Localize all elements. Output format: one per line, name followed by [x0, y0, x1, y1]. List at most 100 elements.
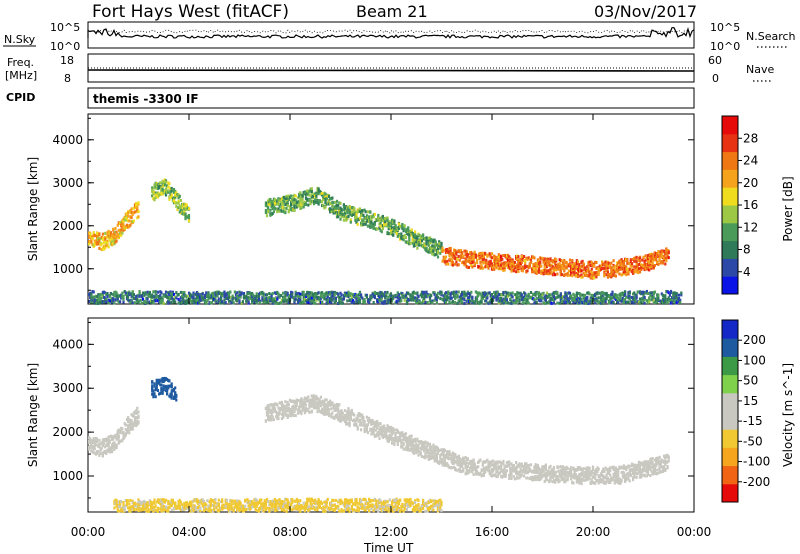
data-cell	[319, 291, 322, 295]
data-cell	[416, 246, 419, 250]
data-cell	[96, 232, 99, 235]
data-cell	[370, 427, 373, 431]
data-cell	[393, 219, 396, 223]
data-cell	[132, 421, 135, 425]
data-cell	[535, 300, 538, 304]
data-cell	[314, 198, 317, 202]
data-cell	[182, 291, 185, 294]
data-cell	[362, 417, 365, 421]
data-cell	[303, 297, 306, 301]
data-cell	[463, 263, 466, 267]
data-cell	[346, 294, 349, 298]
scatter-band-2	[264, 394, 670, 486]
data-cell	[610, 275, 613, 279]
data-cell	[96, 295, 99, 299]
data-cell	[596, 299, 599, 303]
data-cell	[641, 292, 644, 295]
data-cell	[648, 253, 651, 257]
data-cell	[521, 301, 524, 305]
data-cell	[151, 384, 154, 388]
data-cell	[503, 268, 506, 272]
data-cell	[323, 404, 326, 408]
data-cell	[90, 240, 93, 244]
data-cell	[633, 301, 636, 305]
data-cell	[385, 292, 388, 296]
data-cell	[167, 296, 170, 300]
data-cell	[360, 293, 363, 297]
data-cell	[425, 236, 428, 240]
data-cell	[175, 296, 178, 300]
data-cell	[324, 194, 327, 198]
data-cell	[331, 401, 334, 405]
data-cell	[459, 249, 463, 252]
data-cell	[341, 297, 344, 301]
data-cell	[174, 386, 177, 390]
data-cell	[663, 249, 666, 253]
data-cell	[89, 232, 92, 236]
data-cell	[224, 301, 227, 305]
data-cell	[184, 214, 187, 218]
data-cell	[641, 297, 644, 301]
data-cell	[104, 231, 107, 235]
data-cell	[438, 242, 441, 246]
data-cell	[132, 423, 135, 427]
data-cell	[133, 416, 137, 420]
data-cell	[112, 227, 115, 231]
data-cell	[572, 266, 575, 270]
scatter-band-2	[264, 186, 443, 259]
data-cell	[516, 299, 519, 303]
data-cell	[295, 200, 298, 204]
data-cell	[197, 293, 200, 296]
data-cell	[269, 418, 272, 422]
y-tick-label: 4000	[52, 133, 83, 147]
data-cell	[329, 401, 332, 405]
data-cell	[356, 295, 359, 299]
data-cell	[447, 250, 450, 254]
data-cell	[348, 410, 351, 414]
data-cell	[387, 295, 390, 299]
data-cell	[273, 291, 277, 295]
data-cell	[479, 260, 482, 264]
data-cell	[292, 414, 295, 417]
data-cell	[487, 266, 490, 270]
data-cell	[512, 301, 515, 305]
data-cell	[555, 265, 558, 269]
data-cell	[343, 207, 347, 210]
data-cell	[94, 443, 98, 447]
data-cell	[523, 301, 526, 305]
data-cell	[634, 266, 637, 270]
data-cell	[355, 211, 358, 214]
data-cell	[287, 295, 290, 299]
data-cell	[555, 268, 558, 272]
data-cell	[97, 293, 100, 297]
data-cell	[417, 294, 420, 298]
data-cell	[435, 301, 438, 305]
data-cell	[389, 228, 393, 232]
data-cell	[632, 258, 635, 261]
data-cell	[624, 294, 627, 297]
data-cell	[555, 258, 558, 262]
data-cell	[276, 403, 279, 407]
data-cell	[484, 251, 487, 255]
data-cell	[626, 267, 629, 271]
data-cell	[374, 227, 378, 231]
data-cell	[333, 205, 336, 209]
data-cell	[124, 428, 127, 431]
data-cell	[346, 291, 349, 295]
data-cell	[323, 401, 326, 405]
data-cell	[620, 266, 623, 269]
data-cell	[381, 433, 384, 437]
data-cell	[326, 194, 329, 198]
data-cell	[563, 264, 566, 268]
data-cell	[282, 202, 285, 206]
data-cell	[184, 301, 187, 305]
data-cell	[293, 198, 296, 202]
data-cell	[446, 259, 449, 263]
data-cell	[311, 399, 314, 403]
data-cell	[651, 291, 654, 295]
data-cell	[268, 409, 271, 413]
data-cell	[658, 259, 661, 262]
data-cell	[350, 297, 353, 301]
data-cell	[313, 298, 316, 302]
freq-label: Freq.	[7, 56, 34, 69]
